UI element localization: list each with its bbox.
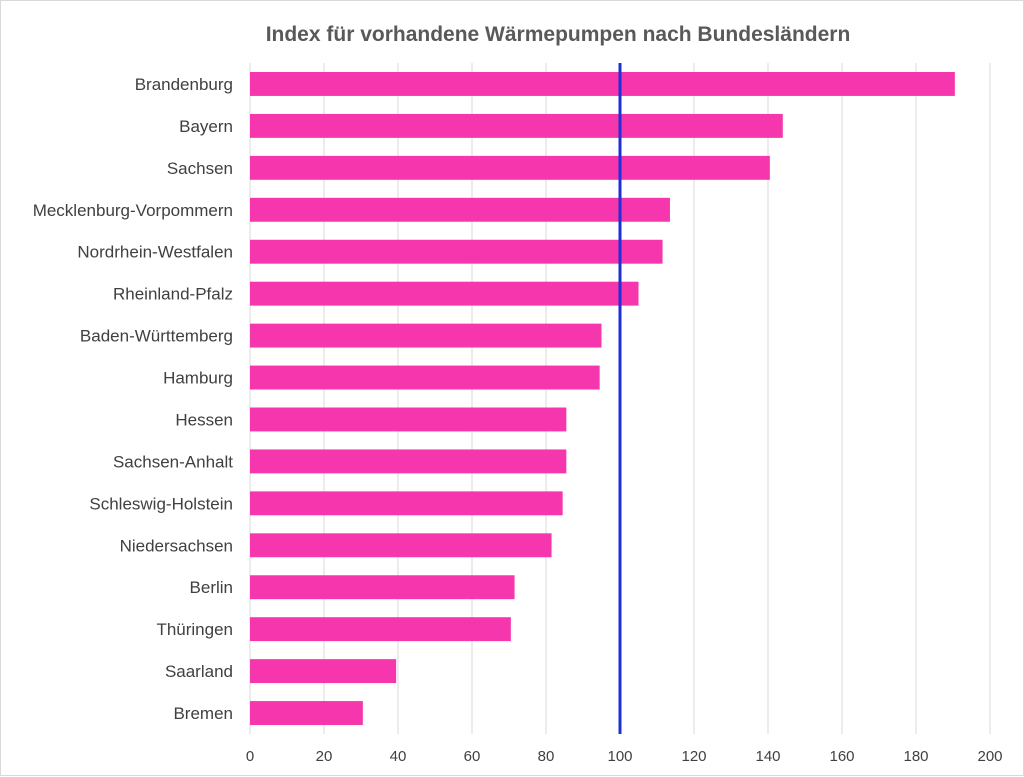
category-labels: Brandenburg Bayern Sachsen Mecklenburg-Vorp… bbox=[33, 75, 234, 723]
category-label: Schleswig-Holstein bbox=[89, 494, 233, 513]
bar-saarland bbox=[250, 659, 397, 684]
x-tick-label: 160 bbox=[829, 748, 854, 765]
category-label: Thüringen bbox=[156, 620, 233, 639]
category-label: Berlin bbox=[190, 578, 233, 597]
category-label: Baden-Württemberg bbox=[80, 327, 233, 346]
bar-thüringen bbox=[250, 617, 511, 642]
x-tick-label: 60 bbox=[464, 748, 481, 765]
bar-nordrhein-westfalen bbox=[250, 239, 663, 264]
x-tick-label: 20 bbox=[316, 748, 333, 765]
x-tick-label: 180 bbox=[903, 748, 928, 765]
bar-brandenburg bbox=[250, 72, 955, 96]
bar-hessen bbox=[250, 407, 567, 432]
x-tick-label: 120 bbox=[681, 748, 706, 765]
bar-bremen bbox=[250, 701, 363, 725]
bar-hamburg bbox=[250, 365, 600, 390]
category-label: Brandenburg bbox=[135, 75, 233, 94]
category-label: Nordrhein-Westfalen bbox=[77, 243, 233, 262]
category-label: Bremen bbox=[173, 704, 233, 723]
x-tick-label: 80 bbox=[538, 748, 555, 765]
x-tick-label: 40 bbox=[390, 748, 407, 765]
bar-schleswig-holstein bbox=[250, 491, 563, 516]
x-tick-label: 140 bbox=[755, 748, 780, 765]
category-label: Saarland bbox=[165, 662, 233, 681]
x-tick-label: 200 bbox=[977, 748, 1002, 765]
category-label: Mecklenburg-Vorpommern bbox=[33, 201, 233, 220]
category-label: Sachsen-Anhalt bbox=[113, 452, 233, 471]
bars bbox=[250, 72, 955, 725]
category-label: Rheinland-Pfalz bbox=[113, 285, 233, 304]
chart-title: Index für vorhandene Wärmepumpen nach Bu… bbox=[266, 23, 851, 46]
bar-sachsen-anhalt bbox=[250, 449, 567, 474]
x-tick-label: 0 bbox=[246, 748, 254, 765]
bar-baden-württemberg bbox=[250, 323, 602, 348]
bar-niedersachsen bbox=[250, 533, 552, 558]
category-label: Hamburg bbox=[163, 369, 233, 388]
bar-mecklenburg-vorpommern bbox=[250, 197, 670, 222]
category-label: Hessen bbox=[175, 410, 233, 429]
bar-sachsen bbox=[250, 155, 770, 180]
category-label: Sachsen bbox=[167, 159, 233, 178]
category-label: Niedersachsen bbox=[120, 536, 233, 555]
x-tick-labels: 0 20 40 60 80 100 120 140 160 180 200 bbox=[246, 748, 1003, 765]
category-label: Bayern bbox=[179, 117, 233, 136]
bar-rheinland-pfalz bbox=[250, 281, 639, 306]
bar-bayern bbox=[250, 113, 783, 138]
x-tick-label: 100 bbox=[607, 748, 632, 765]
bar-berlin bbox=[250, 575, 515, 600]
